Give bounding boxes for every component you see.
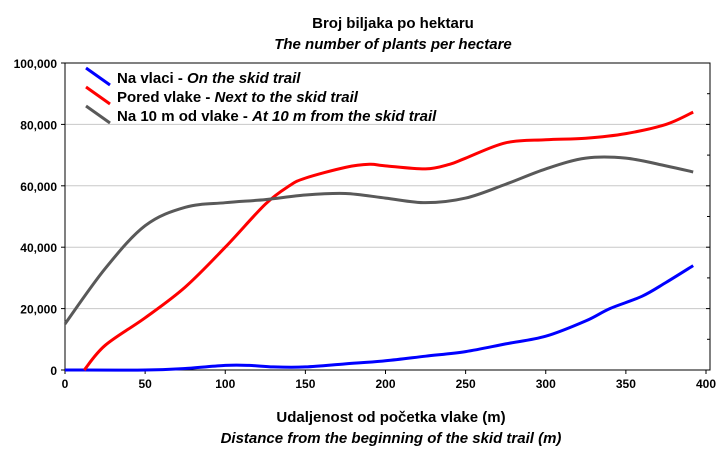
x-tick-label: 100 [215,377,235,391]
series-line-1 [64,264,694,372]
y-tick-label: 20,000 [20,303,57,317]
x-tick-label: 0 [62,377,69,391]
x-axis-label-en: Distance from the beginning of the skid … [221,430,562,447]
x-tick-label: 250 [456,377,476,391]
y-tick-label: 0 [50,364,57,378]
x-axis-label: Udaljenost od početka vlake (m) [276,409,505,426]
x-tick-label: 300 [536,377,556,391]
x-tick-label: 400 [696,377,716,391]
legend-swatch [85,104,111,125]
series-line-2 [83,110,694,371]
legend-swatch [85,66,111,87]
y-tick-label: 100,000 [14,57,58,71]
legend-label: Na vlaci - On the skid trail [117,70,301,87]
x-tick-label: 350 [616,377,636,391]
x-tick-label: 50 [138,377,152,391]
y-tick-label: 80,000 [20,118,57,132]
chart-subtitle: The number of plants per hectare [274,36,512,53]
y-tick-label: 60,000 [20,180,57,194]
legend-swatch [85,85,111,106]
chart-title: Broj biljaka po hektaru [312,15,474,32]
y-tick-label: 40,000 [20,241,57,255]
legend-label: Na 10 m od vlake - At 10 m from the skid… [117,108,437,125]
x-tick-label: 200 [375,377,395,391]
x-tick-label: 150 [295,377,315,391]
legend-label: Pored vlake - Next to the skid trail [117,89,359,106]
series-line-3 [63,155,694,325]
